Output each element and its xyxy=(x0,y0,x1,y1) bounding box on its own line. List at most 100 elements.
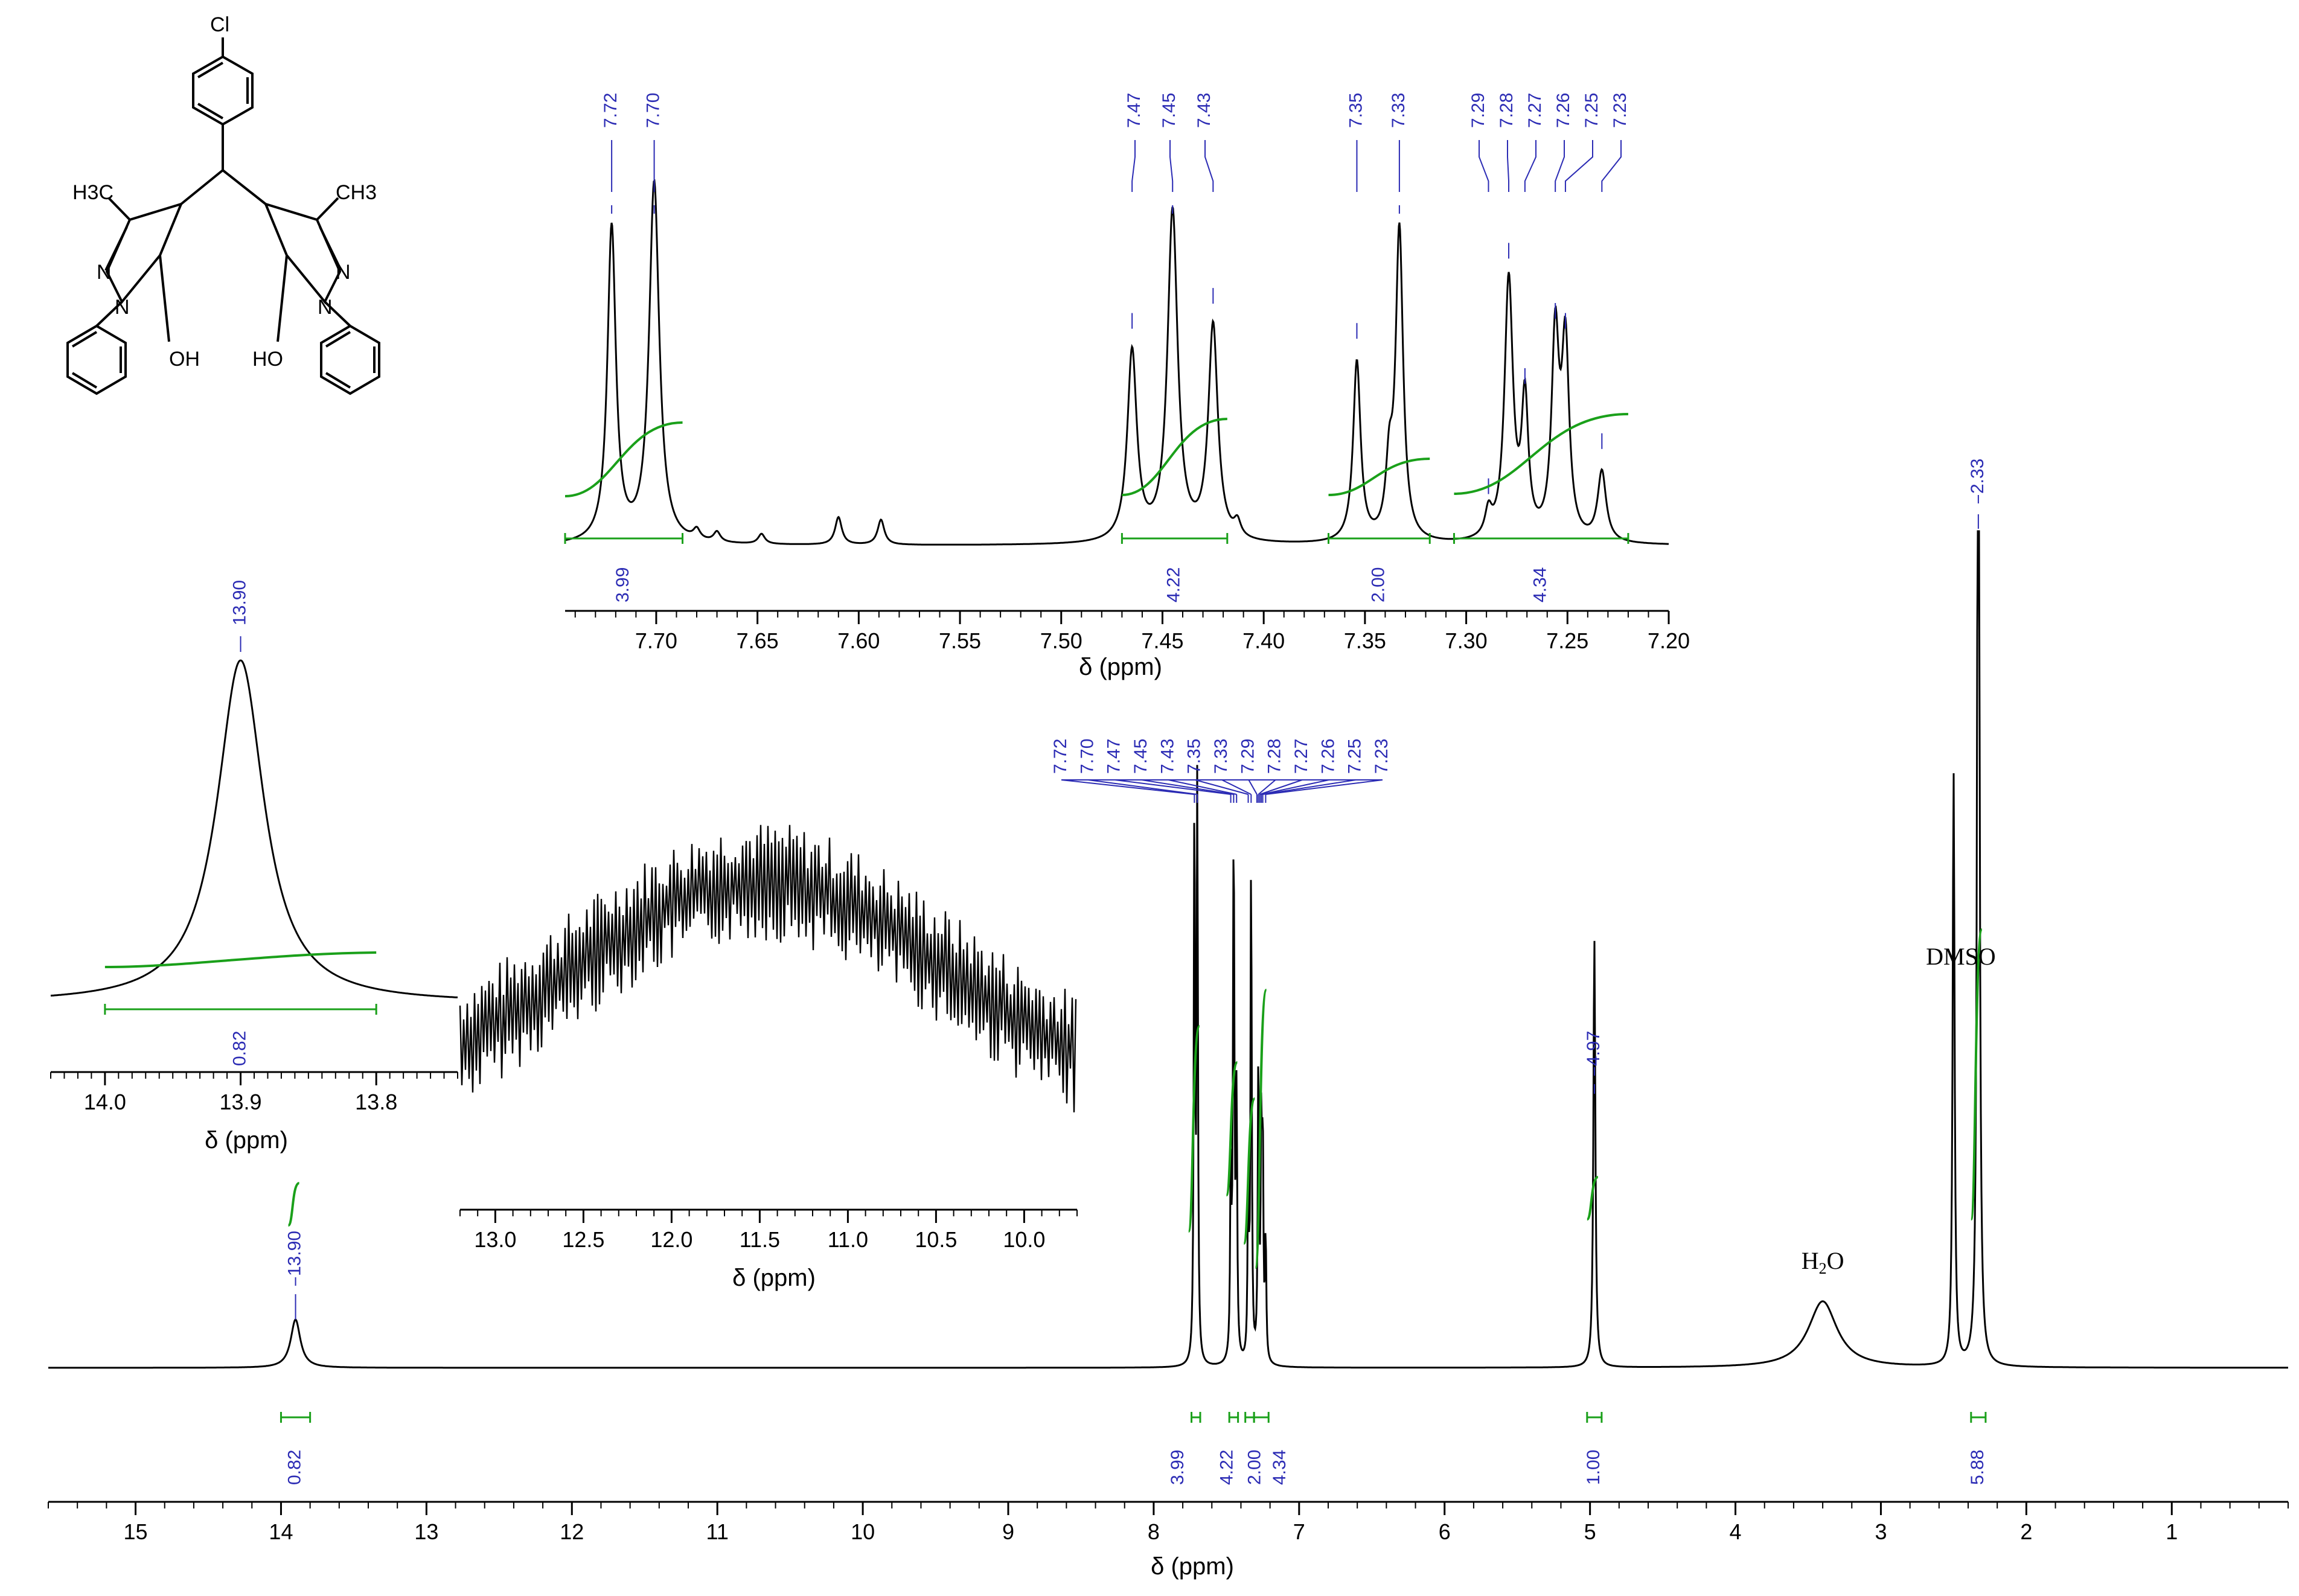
peak-13-90-inset-integral-curve xyxy=(104,951,377,968)
cluster-peak-label: 7.47 xyxy=(1104,739,1124,774)
aromatic-inset-tick-label: 7.50 xyxy=(1040,628,1082,653)
cluster-label-leader xyxy=(1221,779,1252,795)
aromatic-inset-integral-value: 4.22 xyxy=(1164,567,1184,602)
aromatic-integral-curve-3 xyxy=(1328,458,1430,496)
aromatic-inset-peak-label: 7.35 xyxy=(1346,93,1366,128)
aromatic-inset-peak-label: 7.26 xyxy=(1553,93,1573,128)
main-tick-label: 3 xyxy=(1875,1519,1887,1544)
main-integral-value: 2.00 xyxy=(1244,1450,1264,1485)
cluster-peak-label: 7.43 xyxy=(1157,739,1177,774)
cluster-peak-label: 7.29 xyxy=(1238,739,1258,774)
main-tick-label: 10 xyxy=(851,1519,875,1544)
top-chlorophenyl-ring xyxy=(192,37,254,170)
aromatic-inset-tick-label: 7.40 xyxy=(1242,628,1285,653)
cluster-label-leader xyxy=(1088,779,1198,795)
cluster-label-leader xyxy=(1258,779,1276,795)
left-phenyl-ring xyxy=(66,324,127,395)
cluster-peak-label: 7.23 xyxy=(1372,739,1392,774)
left-methyl-label: H3C xyxy=(72,181,114,204)
cluster-label-leader xyxy=(1259,779,1303,795)
aromatic-integral-curve-1 xyxy=(564,421,683,497)
cluster-peak-label: 7.25 xyxy=(1345,739,1365,774)
peak-13-90-inset-peak-label: 13.90 xyxy=(229,580,249,625)
main-tick-label: 1 xyxy=(2166,1519,2178,1544)
main-tick-label: 13 xyxy=(414,1519,438,1544)
right-methine-bond xyxy=(222,169,267,205)
aromatic-inset-peak-label: 7.23 xyxy=(1610,93,1630,128)
main-integral-value: 3.99 xyxy=(1168,1450,1188,1485)
integral-curve-13-90 xyxy=(287,1182,300,1227)
aromatic-integral-curve-2 xyxy=(1122,418,1227,496)
aromatic-inset-peak-label: 7.27 xyxy=(1525,93,1545,128)
aromatic-inset-peak-label: 7.28 xyxy=(1497,93,1517,128)
structure-labels: Cl H3C CH3 N N N N OH HO xyxy=(72,13,377,371)
main-tick-label: 4 xyxy=(1730,1519,1742,1544)
aromatic-inset-tick-label: 7.25 xyxy=(1546,628,1588,653)
left-hydroxyl-label: OH xyxy=(169,348,200,371)
broad-inset-tick-label: 11.0 xyxy=(828,1227,868,1252)
cluster-peak-label: 7.28 xyxy=(1265,739,1285,774)
water-label: H2O xyxy=(1802,1247,1844,1277)
aromatic-inset-x-axis-title: δ (ppm) xyxy=(1079,654,1162,680)
left-n-label-2: N xyxy=(115,296,130,319)
broad-inset-tick-label: 13.0 xyxy=(474,1227,516,1252)
water-label-o: O xyxy=(1827,1247,1844,1274)
main-spectrum-plot: 15 14 13 12 11 10 9 8 7 6 5 4 3 2 1 δ (ppm) 13.90 4.97 2.3… xyxy=(48,459,2289,1580)
aromatic-inset-label-leader xyxy=(1555,140,1565,192)
cluster-label-leader xyxy=(1248,779,1258,795)
integral-curve-4-97 xyxy=(1585,1176,1599,1221)
aromatic-inset-label-leader xyxy=(1564,140,1593,192)
main-tick-label: 12 xyxy=(560,1519,584,1544)
aromatic-inset-label-leader xyxy=(1204,140,1214,192)
right-n-label-2: N xyxy=(318,296,333,319)
chloro-label: Cl xyxy=(210,13,229,36)
broad-inset-tick-label: 10.5 xyxy=(915,1227,957,1252)
cluster-peak-label: 7.27 xyxy=(1291,739,1311,774)
chemical-structure xyxy=(66,37,380,395)
cluster-label-leader xyxy=(1261,779,1329,795)
main-x-axis-title: δ (ppm) xyxy=(1151,1553,1234,1580)
broad-inset-x-axis-title: δ (ppm) xyxy=(732,1265,816,1291)
main-peak-label: 4.97 xyxy=(1584,1031,1604,1066)
aromatic-inset-tick-label: 7.70 xyxy=(635,628,677,653)
aromatic-inset-peak-label: 7.25 xyxy=(1582,93,1602,128)
cluster-label-leader xyxy=(1114,779,1231,795)
aromatic-inset-tick-label: 7.55 xyxy=(939,628,981,653)
cluster-label-leader xyxy=(1168,779,1237,795)
dmso-label: DMSO xyxy=(1926,943,1996,970)
broad-inset-tick-label: 10.0 xyxy=(1003,1227,1045,1252)
water-label-sub: 2 xyxy=(1819,1260,1827,1277)
aromatic-integral-curve-4 xyxy=(1454,413,1628,495)
aromatic-inset-label-leader xyxy=(1524,140,1536,192)
right-hydroxyl-label: HO xyxy=(252,348,283,371)
aromatic-inset-tick-label: 7.30 xyxy=(1445,628,1488,653)
main-tick-label: 7 xyxy=(1293,1519,1305,1544)
aromatic-inset-trace xyxy=(564,179,1669,546)
peak-13-90-inset-tick-label: 14.0 xyxy=(84,1090,126,1114)
main-tick-label: 8 xyxy=(1148,1519,1160,1544)
main-tick-label: 2 xyxy=(2020,1519,2032,1544)
aromatic-inset-integral-value: 2.00 xyxy=(1368,567,1388,602)
aromatic-inset-tick-label: 7.45 xyxy=(1141,628,1183,653)
cluster-peak-label: 7.33 xyxy=(1211,739,1231,774)
cluster-label-leader xyxy=(1262,779,1356,795)
aromatic-inset-label-leader xyxy=(1507,140,1510,192)
cluster-label-leader xyxy=(1061,779,1195,795)
main-tick-label: 9 xyxy=(1002,1519,1014,1544)
cluster-peak-label: 7.26 xyxy=(1318,739,1338,774)
peak-13-90-inset-tick-label: 13.9 xyxy=(219,1090,261,1114)
cluster-peak-label: 7.72 xyxy=(1050,739,1070,774)
right-n-label-1: N xyxy=(336,261,351,284)
peak-13-90-inset-integral-value: 0.82 xyxy=(229,1031,249,1066)
main-peak-label: 13.90 xyxy=(284,1231,304,1276)
cluster-label-leader xyxy=(1265,779,1383,795)
peak-13-90-inset-x-axis-title: δ (ppm) xyxy=(205,1127,288,1154)
aromatic-inset-label-leader xyxy=(1479,140,1489,192)
main-integral-value: 5.88 xyxy=(1968,1450,1987,1485)
aromatic-inset-peak-label: 7.72 xyxy=(601,93,621,128)
cluster-peak-label: 7.45 xyxy=(1131,739,1151,774)
peak-13-90-inset-tick-label: 13.8 xyxy=(355,1090,397,1114)
right-phenyl-ring xyxy=(320,324,380,395)
broad-inset-tick-label: 11.5 xyxy=(740,1227,780,1252)
